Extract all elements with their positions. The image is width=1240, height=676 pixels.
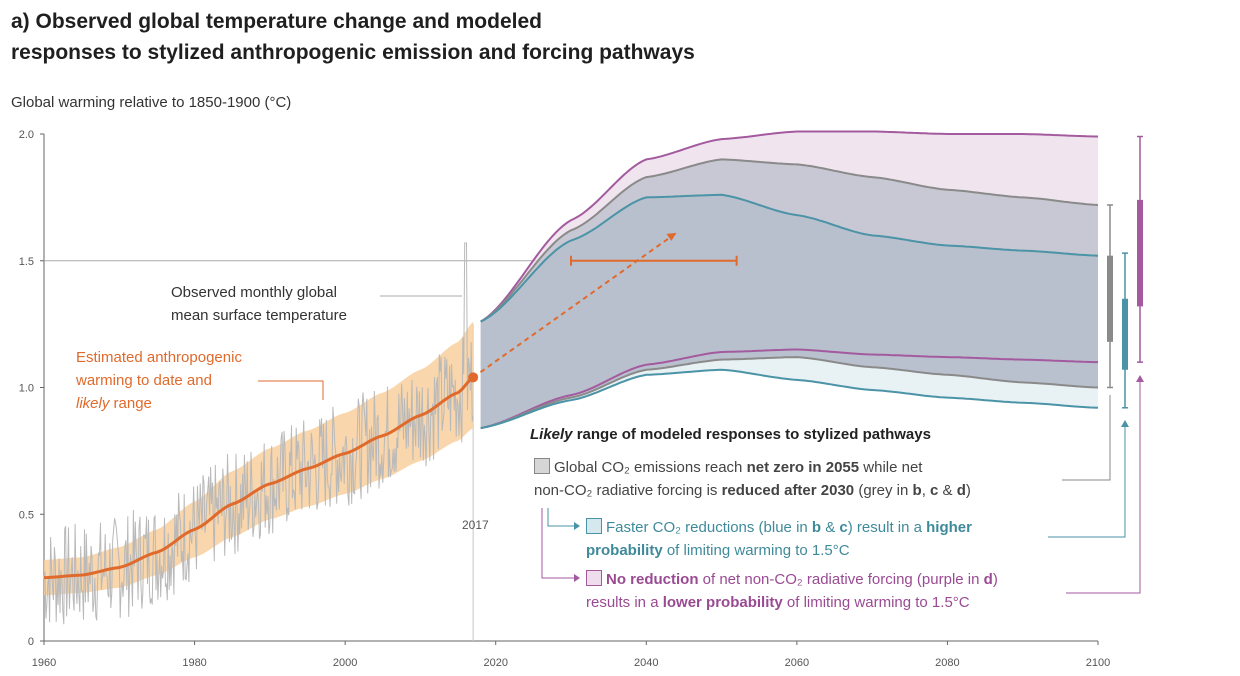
arrowhead <box>666 232 677 241</box>
pathway-upper-line-blue <box>480 193 1099 323</box>
legend-grey-text: (grey in <box>854 482 913 499</box>
y-tick-label: 1.0 <box>19 383 34 395</box>
x-tick-label: 1980 <box>182 657 206 669</box>
y-axis-label: Global warming relative to 1850-1900 (°C… <box>11 94 292 111</box>
legend-purple-bold: lower probability <box>662 594 783 611</box>
legend-grey-text: Global CO₂ emissions reach <box>554 459 747 476</box>
legend-title: Likely range of modeled responses to sty… <box>530 426 931 443</box>
legend-purple-text: ) <box>992 571 998 588</box>
pathway-lower-line-grey <box>480 356 1099 430</box>
purple-connector-arrow <box>1136 375 1144 382</box>
year-2017-label: 2017 <box>462 518 489 532</box>
legend-blue-text: of limiting warming to 1.5°C <box>662 542 850 559</box>
purple-swatch <box>586 570 602 586</box>
pathway-upper-line-grey <box>480 158 1099 323</box>
legend-grey-bold: reduced after 2030 <box>721 482 855 499</box>
range-text: range <box>109 395 152 412</box>
observed-annotation-line-2: mean surface temperature <box>171 307 347 324</box>
legend-purple-text: of limiting warming to 1.5°C <box>782 594 970 611</box>
legend-blue-pathway: Faster CO₂ reductions (blue in b & c) re… <box>586 516 972 562</box>
x-tick-label: 2060 <box>785 657 809 669</box>
title-line-1: a) Observed global temperature change an… <box>11 10 542 33</box>
legend-grey-bold: net zero in 2055 <box>746 459 860 476</box>
likely-italic: likely <box>76 395 110 412</box>
purple-indent-arrow <box>574 574 580 582</box>
box-grey <box>1107 255 1113 342</box>
anthropogenic-annotation-line-2: warming to date and <box>76 372 212 389</box>
legend-title-rest: range of modeled responses to stylized p… <box>572 426 931 443</box>
legend-grey-text: while net <box>859 459 923 476</box>
legend-grey-text: , <box>921 482 931 499</box>
legend-grey-text: & <box>938 482 957 499</box>
legend-blue-bold: c <box>839 519 848 536</box>
legend-purple-bold: No reduction <box>606 571 699 588</box>
blue-connector-arrow <box>1121 420 1129 427</box>
blue-connector <box>1048 425 1126 538</box>
observed-annotation: Observed monthly global mean surface tem… <box>171 281 347 327</box>
x-tick-label: 2020 <box>483 657 507 669</box>
pathway-lower-line-blue <box>480 368 1099 430</box>
legend-grey-bold: c <box>930 482 939 499</box>
box-blue <box>1122 298 1128 370</box>
legend-blue-text: & <box>821 519 840 536</box>
blue-swatch <box>586 518 602 534</box>
legend-purple-text: of net non-CO₂ radiative forcing (purple… <box>698 571 984 588</box>
purple-indent-connector <box>541 508 575 579</box>
anthropogenic-leader-line <box>258 380 324 400</box>
purple-connector <box>1066 380 1141 594</box>
likely-range-band <box>44 321 474 596</box>
pathway-band-core <box>480 194 1098 429</box>
legend-purple-bold: d <box>983 571 993 588</box>
y-tick-label: 0.5 <box>19 509 34 521</box>
legend-title-italic: Likely <box>530 426 573 443</box>
y-tick-label: 2.0 <box>19 129 34 141</box>
legend-blue-bold: higher <box>926 519 972 536</box>
projection-dashed-arrow <box>472 232 677 379</box>
y-tick-label: 1.5 <box>19 256 34 268</box>
x-tick-label: 2080 <box>935 657 959 669</box>
legend-grey-bold: d <box>956 482 966 499</box>
x-tick-label: 2000 <box>333 657 357 669</box>
anthropogenic-annotation: Estimated anthropogenic warming to date … <box>76 346 242 415</box>
anthropogenic-warming-line <box>43 376 475 580</box>
box-purple <box>1137 199 1143 307</box>
chart-title: a) Observed global temperature change an… <box>11 6 695 68</box>
grey-connector <box>1062 395 1111 481</box>
legend-blue-bold: b <box>811 519 822 536</box>
legend-blue-bold: probability <box>586 542 663 559</box>
legend-grey-text: ) <box>965 482 971 499</box>
y-tick-label: 0 <box>28 636 34 648</box>
legend-grey-bold: b <box>912 482 922 499</box>
blue-indent-connector <box>547 508 575 527</box>
x-tick-label: 1960 <box>32 657 56 669</box>
pathway-lower-line-purple <box>480 348 1098 430</box>
legend-blue-text: ) result in a <box>847 519 927 536</box>
legend-purple-pathway: No reduction of net non-CO₂ radiative fo… <box>586 568 998 614</box>
anthropogenic-annotation-line-3: likely range <box>76 392 242 415</box>
observed-temperature-series <box>43 242 474 625</box>
legend-purple-text: results in a <box>586 594 663 611</box>
legend-blue-text: Faster CO₂ reductions (blue in <box>606 519 812 536</box>
title-line-2: responses to stylized anthropogenic emis… <box>11 41 695 64</box>
grey-swatch <box>534 458 550 474</box>
observed-annotation-line-1: Observed monthly global <box>171 284 337 301</box>
pathway-upper-line-purple <box>480 130 1098 323</box>
x-tick-label: 2100 <box>1086 657 1110 669</box>
blue-indent-arrow <box>574 522 580 530</box>
x-tick-label: 2040 <box>634 657 658 669</box>
anthropogenic-annotation-line-1: Estimated anthropogenic <box>76 349 242 366</box>
legend-grey-text: non-CO₂ radiative forcing is <box>534 482 722 499</box>
legend-grey-pathway: Global CO₂ emissions reach net zero in 2… <box>534 456 971 502</box>
